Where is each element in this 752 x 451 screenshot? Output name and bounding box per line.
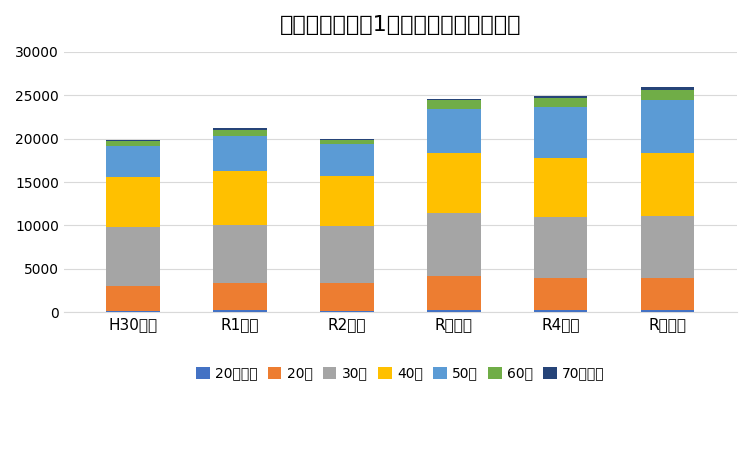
Bar bbox=[534, 217, 587, 278]
Bar bbox=[214, 128, 267, 129]
Bar bbox=[641, 216, 694, 278]
Bar bbox=[534, 96, 587, 98]
Bar bbox=[427, 99, 481, 101]
Bar bbox=[107, 140, 160, 141]
Bar bbox=[534, 158, 587, 217]
Bar bbox=[107, 177, 160, 227]
Bar bbox=[641, 87, 694, 90]
Bar bbox=[107, 141, 160, 146]
Bar bbox=[107, 227, 160, 286]
Bar bbox=[320, 283, 374, 311]
Bar bbox=[320, 176, 374, 226]
Bar bbox=[534, 107, 587, 158]
Bar bbox=[427, 109, 481, 152]
Bar bbox=[107, 286, 160, 311]
Bar bbox=[427, 310, 481, 312]
Bar bbox=[214, 171, 267, 225]
Bar bbox=[427, 152, 481, 213]
Bar bbox=[534, 278, 587, 310]
Bar bbox=[534, 310, 587, 312]
Bar bbox=[427, 276, 481, 310]
Bar bbox=[320, 138, 374, 139]
Bar bbox=[320, 226, 374, 283]
Bar bbox=[214, 283, 267, 310]
Bar bbox=[214, 137, 267, 171]
Bar bbox=[534, 98, 587, 107]
Bar bbox=[320, 144, 374, 176]
Title: 中小企業診断士1次試験の年代別申込数: 中小企業診断士1次試験の年代別申込数 bbox=[280, 15, 521, 35]
Legend: 20歳未満, 20代, 30代, 40代, 50代, 60代, 70歳以上: 20歳未満, 20代, 30代, 40代, 50代, 60代, 70歳以上 bbox=[190, 361, 611, 386]
Bar bbox=[107, 146, 160, 177]
Bar bbox=[214, 129, 267, 137]
Bar bbox=[641, 90, 694, 101]
Bar bbox=[214, 310, 267, 312]
Bar bbox=[320, 139, 374, 144]
Bar bbox=[427, 101, 481, 109]
Bar bbox=[641, 153, 694, 216]
Bar bbox=[214, 225, 267, 283]
Bar bbox=[320, 311, 374, 312]
Bar bbox=[641, 309, 694, 312]
Bar bbox=[641, 278, 694, 309]
Bar bbox=[641, 101, 694, 153]
Bar bbox=[427, 213, 481, 276]
Bar bbox=[107, 311, 160, 312]
